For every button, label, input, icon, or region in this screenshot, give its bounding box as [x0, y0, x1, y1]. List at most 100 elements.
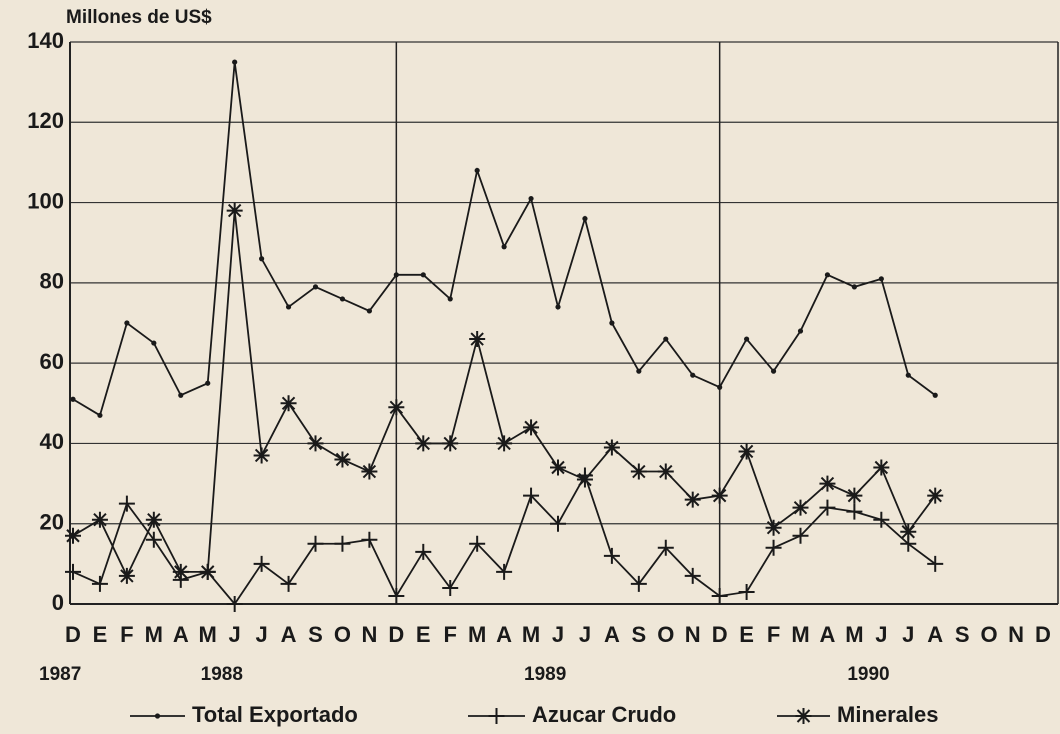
marker-shape — [795, 708, 812, 724]
marker-star — [523, 419, 540, 436]
marker-shape — [361, 531, 378, 548]
x-tick-label: O — [981, 622, 998, 647]
marker-plus — [765, 539, 782, 556]
dot — [770, 368, 777, 374]
marker-star — [576, 471, 593, 488]
marker-plus — [415, 543, 432, 560]
marker-star — [253, 447, 270, 464]
marker-star — [91, 511, 108, 528]
marker-plus — [846, 503, 863, 520]
dot — [474, 167, 480, 174]
y-axis-label: Millones de US$ — [66, 7, 212, 28]
marker-shape — [226, 596, 243, 612]
marker-plus — [738, 583, 755, 600]
marker-star — [765, 519, 782, 536]
marker-plus — [488, 708, 505, 724]
dot — [501, 244, 507, 250]
x-tick-label: A — [496, 622, 512, 647]
dot — [690, 372, 696, 378]
x-tick-label: M — [145, 622, 163, 647]
y-tick-label: 140 — [27, 28, 64, 53]
dot — [797, 328, 804, 334]
dot — [717, 384, 723, 390]
marker-dot — [501, 244, 507, 250]
marker-shape — [145, 531, 162, 548]
marker-plus — [523, 487, 540, 504]
marker-star — [118, 567, 135, 584]
marker-plus — [603, 547, 620, 564]
marker-plus — [630, 575, 647, 592]
marker-star — [172, 563, 189, 580]
marker-shape — [873, 511, 890, 528]
marker-dot — [339, 296, 346, 302]
x-tick-label: M — [791, 622, 809, 647]
marker-star — [307, 435, 324, 452]
year-label: 1987 — [39, 664, 81, 685]
x-tick-label: A — [927, 622, 943, 647]
marker-dot — [932, 392, 938, 398]
marker-shape — [118, 567, 135, 584]
marker-shape — [711, 487, 728, 504]
marker-dot — [70, 396, 76, 402]
marker-shape — [792, 527, 809, 544]
x-tick-label: N — [685, 622, 701, 647]
marker-star — [199, 563, 216, 580]
marker-star — [280, 395, 297, 412]
dot — [259, 256, 265, 262]
marker-shape — [361, 463, 378, 480]
x-tick-label: M — [845, 622, 863, 647]
marker-shape — [199, 563, 216, 580]
marker-plus — [253, 555, 270, 572]
marker-shape — [253, 447, 270, 464]
marker-shape — [65, 563, 81, 580]
marker-shape — [738, 583, 755, 600]
marker-dot — [259, 256, 265, 262]
x-tick-label: A — [173, 622, 189, 647]
marker-plus — [307, 535, 324, 552]
marker-star — [846, 487, 863, 504]
marker-star — [684, 491, 701, 508]
marker-shape — [630, 575, 647, 592]
x-tick-label: D — [388, 622, 404, 647]
marker-shape — [738, 443, 755, 460]
dot — [232, 59, 238, 65]
marker-star — [630, 463, 647, 480]
dot — [366, 308, 372, 314]
dot — [151, 340, 157, 346]
x-tick-label: E — [739, 622, 754, 647]
marker-shape — [334, 535, 351, 552]
marker-star — [657, 463, 674, 480]
x-tick-label: J — [902, 622, 914, 647]
marker-dot — [366, 308, 372, 314]
marker-dot — [690, 372, 696, 378]
marker-star — [469, 331, 486, 348]
marker-plus — [469, 535, 486, 552]
x-tick-label: N — [1008, 622, 1024, 647]
marker-star — [550, 459, 566, 476]
marker-shape — [523, 419, 540, 436]
marker-shape — [927, 555, 944, 572]
legend-label: Minerales — [837, 702, 939, 727]
dot — [70, 396, 76, 402]
year-label: 1989 — [524, 664, 566, 685]
y-tick-label: 0 — [52, 590, 64, 615]
marker-shape — [900, 523, 917, 540]
x-tick-label: A — [604, 622, 620, 647]
marker-shape — [873, 459, 890, 476]
marker-shape — [576, 471, 593, 488]
legend-label: Azucar Crudo — [532, 702, 676, 727]
marker-shape — [819, 475, 836, 492]
marker-shape — [307, 535, 324, 552]
marker-plus — [388, 587, 405, 604]
marker-shape — [118, 495, 135, 512]
y-tick-label: 60 — [40, 349, 64, 374]
year-label: 1990 — [847, 664, 889, 685]
legend-label: Total Exportado — [192, 702, 358, 727]
dot — [339, 296, 346, 302]
marker-dot — [474, 167, 480, 174]
marker-star — [711, 487, 728, 504]
dot — [905, 372, 911, 378]
marker-shape — [145, 511, 162, 528]
y-tick-label: 40 — [40, 429, 64, 454]
